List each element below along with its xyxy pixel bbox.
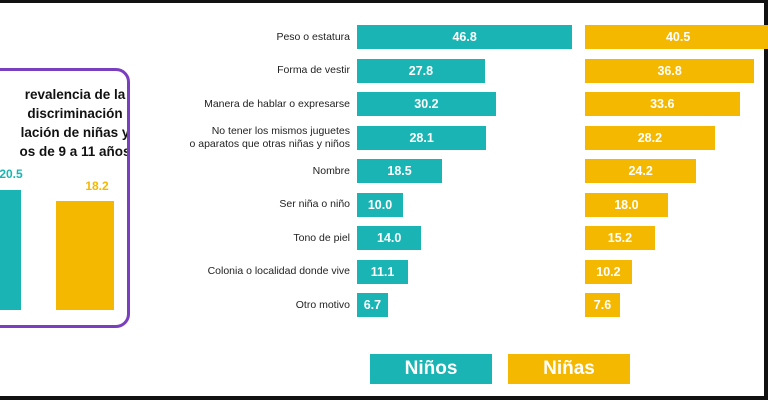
- bar-ninos: [357, 58, 485, 83]
- category-label: Nombre: [312, 164, 350, 177]
- value-label-ninas: 36.8: [657, 63, 682, 78]
- value-label-ninos: 14.0: [377, 231, 402, 245]
- bar-ninas: [585, 25, 768, 49]
- frame-top-border: [0, 0, 768, 3]
- frame-bottom-border: [0, 396, 768, 400]
- value-label-ninos: 18.5: [387, 164, 412, 178]
- inset-bar-ninas: [56, 201, 114, 310]
- bar-ninos: [357, 159, 443, 183]
- category-label: Forma de vestir: [277, 64, 350, 76]
- bar-ninas: [585, 92, 740, 116]
- legend-ninas: Niñas: [508, 354, 630, 384]
- category-label: Manera de hablar o expresarse: [204, 97, 350, 110]
- bar-ninos: [357, 293, 388, 317]
- category-label: Tono de piel: [293, 231, 350, 244]
- value-label-ninos: 28.1: [409, 130, 434, 145]
- bar-ninos: [357, 192, 403, 217]
- bar-ninos: [357, 25, 573, 49]
- category-label: Ser niña o niño: [279, 198, 350, 210]
- value-label-ninos: 6.7: [363, 298, 382, 312]
- value-label-ninas: 33.6: [650, 97, 675, 111]
- prevalence-inset-panel: revalencia de la discriminación lación d…: [0, 68, 130, 328]
- value-label-ninos: 27.8: [408, 63, 434, 78]
- inset-bar-ninos: [0, 190, 21, 310]
- bar-ninas: [585, 192, 668, 217]
- value-label-ninas: 7.6: [593, 298, 612, 312]
- bar-ninas: [585, 293, 620, 317]
- bar-ninos: [357, 226, 422, 250]
- value-label-ninas: 24.2: [628, 164, 653, 178]
- value-label-ninas: 18.0: [614, 197, 639, 212]
- bar-ninas: [585, 125, 715, 150]
- bar-ninas: [585, 226, 655, 250]
- bar-ninos: [357, 92, 496, 116]
- category-label: Otro motivo: [295, 298, 350, 311]
- bar-ninas: [585, 159, 697, 183]
- inset-value-ninos: 20.5: [0, 167, 23, 181]
- value-label-ninas: 40.5: [665, 30, 691, 44]
- value-label-ninas: 10.2: [596, 264, 621, 279]
- bar-ninas: [585, 58, 755, 83]
- inset-value-ninas: 18.2: [85, 179, 109, 193]
- value-label-ninos: 46.8: [452, 30, 477, 44]
- bar-ninos: [357, 259, 409, 284]
- value-label-ninas: 28.2: [637, 130, 663, 145]
- value-label-ninos: 10.0: [367, 197, 393, 212]
- value-label-ninas: 15.2: [607, 231, 633, 245]
- category-label: Colonia o localidad donde vive: [207, 265, 350, 277]
- category-label: Peso o estatura: [276, 30, 350, 43]
- bar-ninas: [585, 259, 632, 284]
- inset-title: revalencia de la discriminación lación d…: [19, 87, 130, 159]
- frame-right-border: [764, 0, 768, 400]
- value-label-ninos: 11.1: [370, 264, 395, 279]
- bar-ninos: [357, 125, 487, 150]
- legend-ninos: Niños: [370, 354, 492, 384]
- value-label-ninos: 30.2: [414, 97, 439, 111]
- category-label: No tener los mismos juguetes o aparatos …: [189, 124, 350, 150]
